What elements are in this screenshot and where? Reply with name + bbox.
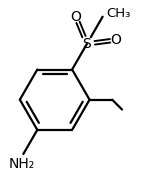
Text: O: O: [110, 33, 121, 47]
Text: NH₂: NH₂: [8, 158, 35, 171]
Text: O: O: [71, 10, 81, 24]
Text: CH₃: CH₃: [106, 7, 131, 20]
Text: S: S: [83, 37, 91, 51]
